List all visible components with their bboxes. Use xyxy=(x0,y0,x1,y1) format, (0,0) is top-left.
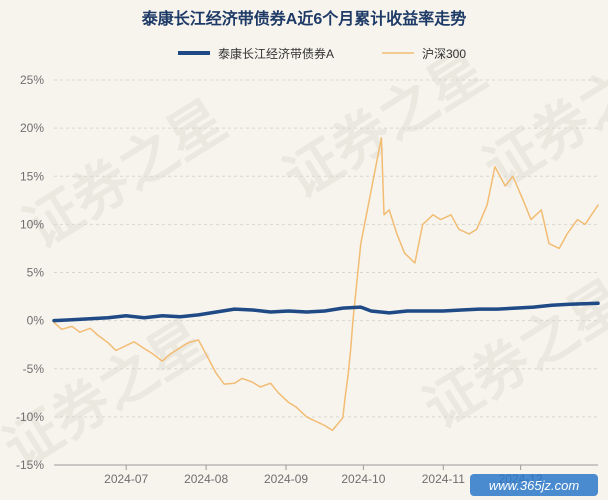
x-tick-label: 2024-08 xyxy=(184,472,228,486)
site-badge[interactable]: www.365jz.com xyxy=(470,474,598,496)
y-tick-label: 10% xyxy=(20,217,44,231)
x-tick-label: 2024-07 xyxy=(104,472,148,486)
y-axis: -15% -10% -5% 0% 5% 10% 15% 20% 25% xyxy=(16,73,44,472)
watermark-text-1: 证券之星 xyxy=(273,38,496,210)
y-tick-label: -10% xyxy=(16,410,44,424)
series-line-fund xyxy=(52,301,600,323)
x-tick-label: 2024-09 xyxy=(264,472,308,486)
y-tick-label: 25% xyxy=(20,73,44,87)
y-tick-label: -5% xyxy=(23,362,45,376)
watermark-text-3: 证券之星 xyxy=(0,308,216,480)
x-tick-label: 2024-10 xyxy=(341,472,385,486)
chart-title: 泰康长江经济带债券A近6个月累计收益率走势 xyxy=(141,9,466,28)
site-badge-bg xyxy=(470,474,598,496)
legend-label-fund: 泰康长江经济带债券A xyxy=(218,46,334,61)
y-tick-label: -15% xyxy=(16,458,44,472)
y-tick-label: 5% xyxy=(27,266,45,280)
chart-grid xyxy=(54,79,598,466)
x-tick-label: 2024-11 xyxy=(422,472,465,486)
chart-legend: 泰康长江经济带债券A 沪深300 xyxy=(178,46,466,61)
legend-label-csi300: 沪深300 xyxy=(422,47,466,61)
y-tick-label: 20% xyxy=(20,121,44,135)
watermark-text-2: 证券之星 xyxy=(413,268,608,440)
watermark-text-0: 证券之星 xyxy=(13,88,236,260)
y-tick-label: 15% xyxy=(20,169,44,183)
chart-series xyxy=(52,137,600,432)
series-line-csi300 xyxy=(53,137,599,432)
site-badge-text[interactable]: www.365jz.com xyxy=(489,478,579,493)
y-tick-label: 0% xyxy=(27,314,45,328)
